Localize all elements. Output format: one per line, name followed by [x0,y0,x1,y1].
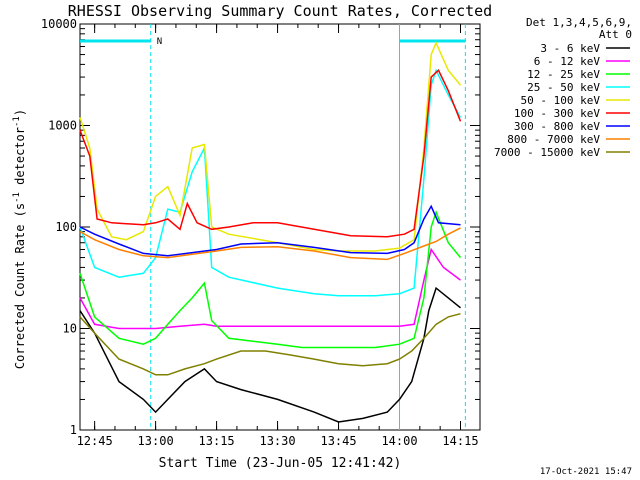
series-line-7 [79,227,461,261]
series-line-4 [79,41,462,252]
legend-label: 50 - 100 keV [521,94,601,107]
series-line-6 [79,204,461,257]
y-axis-label: Corrected Count Rate (s-1 detector-1) [12,109,27,369]
y-tick-label: 10000 [41,17,77,31]
y-axis-label-sup2: -1 [12,116,22,127]
legend-label: 12 - 25 keV [527,68,600,81]
x-tick-label: 14:15 [442,434,478,448]
chart-title: RHESSI Observing Summary Count Rates, Co… [68,2,492,20]
series-line-0 [79,286,461,423]
footer-timestamp: 17-Oct-2021 15:47 [540,467,632,477]
y-axis-label-end: ) [13,109,27,116]
y-axis-label-mid: detector [13,127,27,192]
series-line-5 [79,69,462,238]
x-tick-label: 13:45 [320,434,356,448]
series-line-1 [79,247,461,330]
y-tick-label: 100 [55,220,77,234]
y-tick-label: 1000 [48,119,77,133]
legend-label: 800 - 7000 keV [507,133,600,146]
x-tick-label: 12:45 [77,434,113,448]
legend-label: 7000 - 15000 keV [494,146,600,159]
plot-area: 1 10 100 1000 10000 12:45 13:00 13:15 13:30 13:45… [41,17,481,448]
night-marker: N [157,37,162,47]
legend-label: 6 - 12 keV [534,55,601,68]
x-tick-label: 13:15 [199,434,235,448]
y-tick-label: 10 [63,322,77,336]
legend-header: Det 1,3,4,5,6,9, [526,16,632,29]
series-line-3 [79,68,462,297]
series-line-8 [79,312,461,376]
x-tick-label: 13:00 [138,434,174,448]
legend-header: Att 0 [599,28,632,41]
legend-label: 3 - 6 keV [540,42,600,55]
x-tick-label: 14:00 [381,434,417,448]
y-tick-label: 1 [70,423,77,437]
series-line-2 [79,210,462,349]
x-axis-label: Start Time (23-Jun-05 12:41:42) [159,456,402,471]
legend-label: 300 - 800 keV [514,120,600,133]
x-tick-label: 13:30 [259,434,295,448]
y-axis-label-main: Corrected Count Rate (s [13,203,27,369]
y-axis-label-sup1: -1 [12,192,22,203]
legend-label: 25 - 50 keV [527,81,600,94]
legend-label: 100 - 300 keV [514,107,600,120]
